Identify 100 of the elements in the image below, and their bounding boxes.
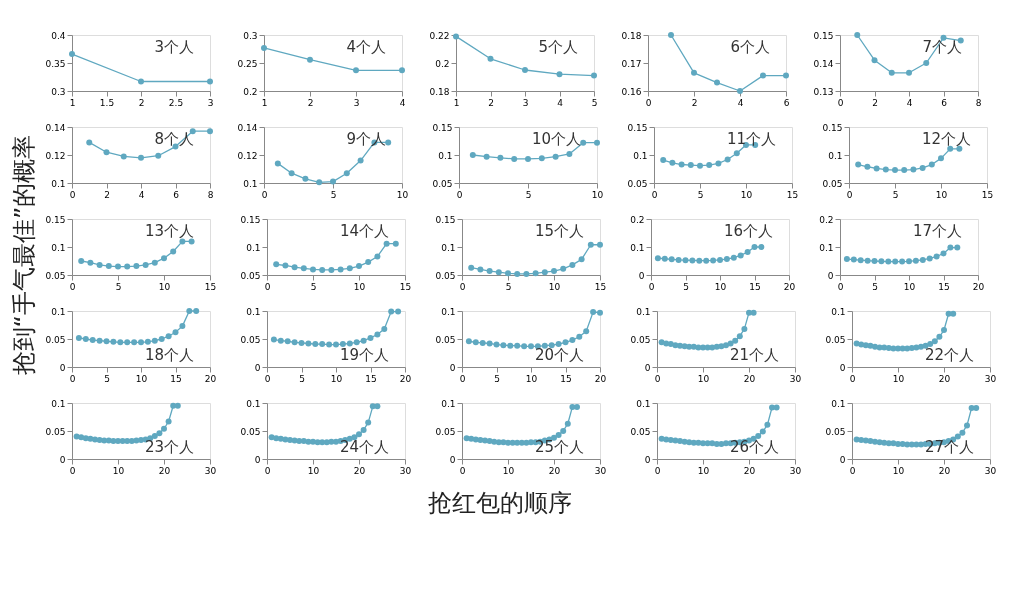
annotation: 22个人 [924, 346, 974, 364]
point [695, 439, 702, 446]
annotation: 5个人 [538, 38, 578, 56]
point [346, 265, 353, 272]
point [346, 340, 353, 347]
point [864, 257, 871, 264]
y-tick-label: 0.05 [45, 426, 66, 437]
point [691, 69, 697, 76]
point [668, 32, 674, 38]
point [261, 44, 267, 51]
point [758, 244, 765, 250]
annotation: 17个人 [912, 222, 962, 240]
y-tick-label: 0 [59, 454, 66, 465]
point [131, 339, 138, 346]
point [736, 333, 743, 340]
y-tick-label: 0 [839, 362, 846, 373]
point [273, 261, 280, 268]
point [287, 436, 293, 443]
y-tick-label: 0.12 [237, 150, 258, 161]
point [365, 419, 372, 426]
point [486, 268, 493, 275]
x-tick-label: 10 [396, 189, 409, 200]
x-tick-label: 10 [525, 373, 538, 384]
x-tick-label: 30 [789, 373, 802, 384]
point [668, 256, 675, 263]
y-tick-label: 0.1 [246, 306, 261, 317]
point [569, 261, 576, 268]
point [158, 336, 165, 342]
y-tick-label: 0.1 [819, 242, 834, 253]
y-tick-label: 0.16 [621, 86, 642, 97]
x-tick-label: 10 [307, 465, 320, 476]
point [319, 439, 326, 446]
point [312, 341, 319, 348]
point [587, 241, 594, 248]
point [751, 244, 758, 250]
point [569, 337, 576, 344]
point [383, 240, 390, 247]
point [878, 258, 885, 265]
x-tick-label: 5 [505, 281, 512, 292]
point [857, 257, 864, 264]
point [165, 418, 172, 425]
x-tick-label: 30 [984, 465, 997, 476]
point [901, 167, 908, 174]
point [360, 337, 367, 344]
point [522, 67, 528, 73]
y-tick-label: 0.2 [819, 214, 834, 225]
point [357, 157, 364, 164]
y-axis-title: 抢到“手气最佳”的概率 [10, 134, 38, 376]
point [936, 333, 943, 340]
point [718, 440, 725, 447]
point [703, 257, 710, 264]
point [843, 256, 850, 263]
point [273, 435, 280, 442]
point [919, 256, 926, 263]
x-tick-label: 2 [138, 97, 145, 108]
y-tick-label: 0.05 [435, 270, 456, 281]
x-tick-label: 10 [697, 465, 710, 476]
x-tick-label: 20 [204, 373, 217, 384]
point [706, 162, 713, 169]
point [723, 256, 730, 263]
point [115, 263, 121, 270]
x-tick-label: 0 [651, 189, 658, 200]
point [277, 337, 284, 344]
point [538, 155, 545, 162]
point [895, 440, 901, 447]
y-tick-label: 0.05 [825, 426, 846, 437]
point [555, 341, 562, 348]
x-tick-label: 15 [981, 189, 994, 200]
point [892, 167, 898, 174]
point [326, 341, 333, 348]
y-tick-label: 0.05 [630, 426, 651, 437]
y-tick-label: 0.12 [45, 150, 66, 161]
x-tick-label: 15 [786, 189, 799, 200]
point [528, 343, 534, 350]
point [737, 252, 744, 259]
point [365, 259, 372, 266]
y-tick-label: 0.3 [51, 86, 66, 97]
point [689, 257, 696, 264]
point [151, 433, 158, 440]
y-tick-label: 0.14 [237, 122, 258, 133]
point [179, 323, 186, 330]
y-tick-label: 0.15 [45, 214, 66, 225]
y-tick-label: 0.15 [822, 122, 843, 133]
annotation: 19个人 [339, 346, 389, 364]
point [188, 238, 195, 245]
point [864, 163, 871, 170]
y-tick-label: 0.1 [246, 242, 261, 253]
point [910, 166, 917, 173]
point [560, 265, 567, 272]
point [528, 439, 534, 446]
y-tick-label: 0 [254, 362, 261, 373]
point [697, 162, 703, 169]
y-tick-label: 0.05 [240, 270, 261, 281]
point [124, 339, 131, 346]
point [724, 156, 731, 163]
point [871, 258, 878, 264]
point [973, 405, 980, 412]
y-tick-label: 0.1 [51, 306, 66, 317]
y-tick-label: 0 [254, 454, 261, 465]
point [551, 268, 557, 275]
